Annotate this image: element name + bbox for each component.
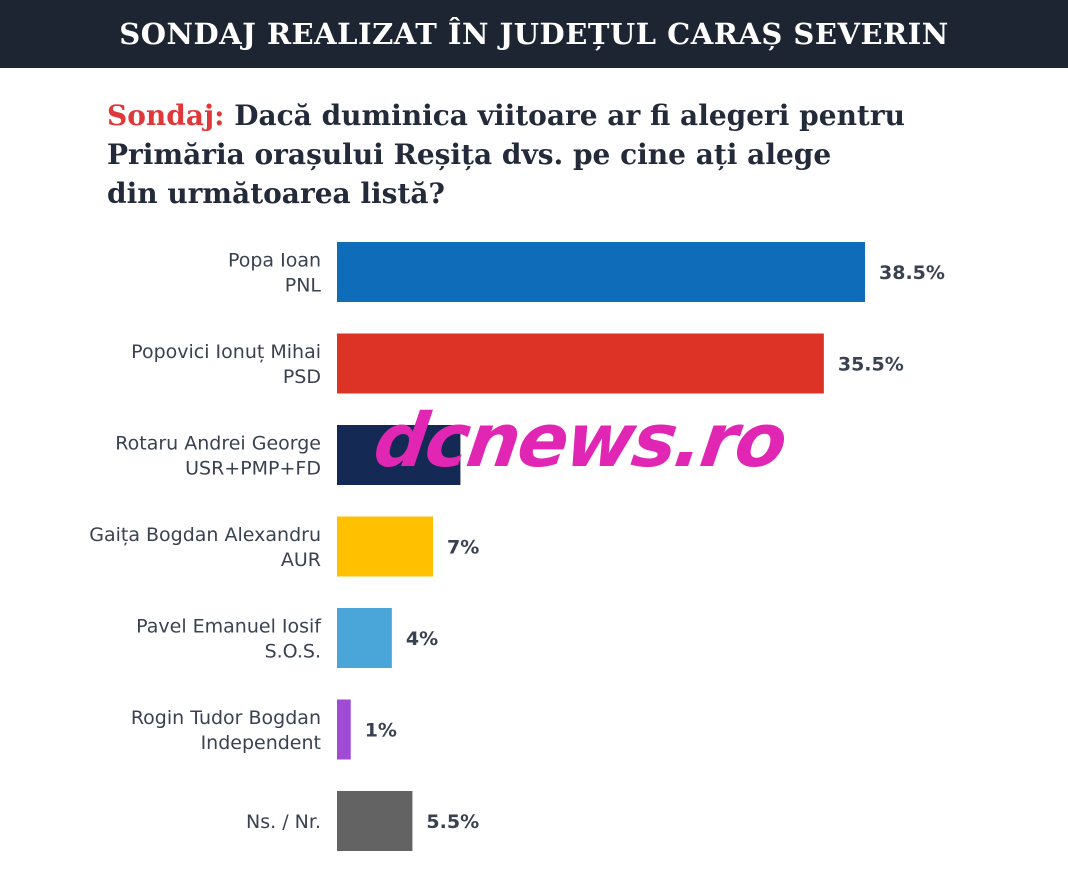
value-label-3: 7%	[447, 537, 479, 559]
bar-4	[337, 608, 392, 668]
category-label-6: Ns. / Nr.	[246, 811, 321, 833]
bar-0	[337, 242, 865, 302]
question-line-3: din următoarea listă?	[107, 177, 445, 210]
bar-2	[337, 425, 461, 485]
question-line-1: Sondaj: Dacă duminica viitoare ar fi ale…	[107, 96, 1007, 135]
bar-1	[337, 333, 824, 394]
category-label-3: Gaița Bogdan Alexandru AUR	[89, 524, 321, 571]
page-title: SONDAJ REALIZAT ÎN JUDEȚUL CARAȘ SEVERIN	[119, 17, 949, 51]
category-label-4: Pavel Emanuel Iosif S.O.S.	[136, 616, 322, 663]
value-label-0: 38.5%	[879, 262, 945, 284]
bar-6	[337, 791, 413, 851]
question-line-2: Primăria orașului Reșița dvs. pe cine aț…	[107, 138, 832, 171]
bar-3	[337, 516, 433, 577]
header-banner: SONDAJ REALIZAT ÎN JUDEȚUL CARAȘ SEVERIN	[0, 0, 1068, 68]
value-label-4: 4%	[406, 628, 438, 650]
value-label-6: 5.5%	[426, 811, 479, 833]
bar-5	[337, 699, 351, 760]
category-label-0: Popa Ioan PNL	[228, 250, 321, 297]
category-label-5: Rogin Tudor Bogdan Independent	[131, 707, 321, 754]
category-label-1: Popovici Ionuț Mihai PSD	[131, 341, 321, 388]
question-label: Sondaj:	[107, 99, 225, 132]
poll-question: Sondaj: Dacă duminica viitoare ar fi ale…	[107, 96, 1007, 213]
watermark-logo: dcnews.ro	[368, 398, 791, 484]
value-label-5: 1%	[365, 720, 397, 742]
category-label-2: Rotaru Andrei George USR+PMP+FD	[115, 433, 321, 480]
value-label-1: 35.5%	[838, 354, 904, 376]
question-text-1: Dacă duminica viitoare ar fi alegeri pen…	[234, 99, 905, 132]
